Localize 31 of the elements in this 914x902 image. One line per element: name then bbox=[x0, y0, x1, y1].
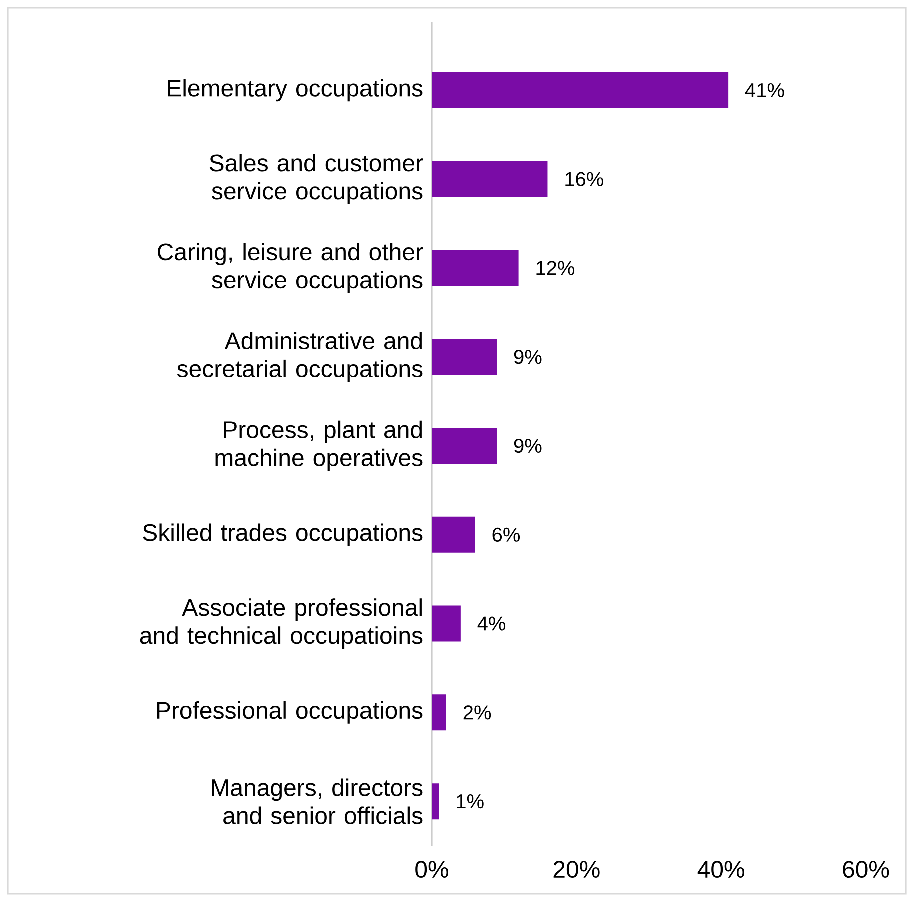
data-label: 1% bbox=[457, 794, 484, 809]
data-label: 9% bbox=[514, 350, 542, 364]
data-label: 41% bbox=[745, 83, 784, 98]
data-label: 6% bbox=[492, 528, 520, 542]
x-tick-label: 20% bbox=[554, 861, 600, 878]
bar bbox=[432, 784, 440, 820]
bar bbox=[432, 72, 729, 108]
y-tick-label: Elementary occupations bbox=[168, 79, 423, 102]
y-tick-label: Caring, leisure and other service occupations bbox=[158, 243, 424, 294]
data-label: 16% bbox=[566, 172, 604, 186]
data-label: 4% bbox=[478, 616, 506, 631]
bar bbox=[432, 161, 548, 198]
y-tick-label: Professional occupations bbox=[157, 702, 423, 724]
y-tick-label: Process, plant and machine operatives bbox=[216, 420, 423, 472]
data-label: 12% bbox=[536, 261, 575, 276]
y-tick-label: Administrative and secretarial occupations bbox=[177, 332, 423, 382]
bar bbox=[432, 694, 446, 731]
y-tick-label: Skilled trades occupations bbox=[143, 524, 423, 546]
data-label: 9% bbox=[514, 438, 542, 454]
y-tick-label: Sales and customer service occupations bbox=[210, 154, 424, 205]
bar bbox=[432, 250, 519, 286]
bar bbox=[432, 428, 498, 464]
bar bbox=[432, 516, 476, 553]
bar bbox=[432, 339, 498, 376]
x-tick-label: 0% bbox=[416, 861, 448, 878]
y-tick-label: Managers, directors and senior officials bbox=[212, 778, 423, 824]
data-label: 2% bbox=[464, 706, 492, 720]
x-tick-label: 40% bbox=[698, 861, 744, 878]
y-tick-label: Associate professional and technical occupatioins bbox=[140, 598, 423, 649]
bar bbox=[432, 606, 461, 642]
x-tick-label: 60% bbox=[843, 861, 890, 878]
